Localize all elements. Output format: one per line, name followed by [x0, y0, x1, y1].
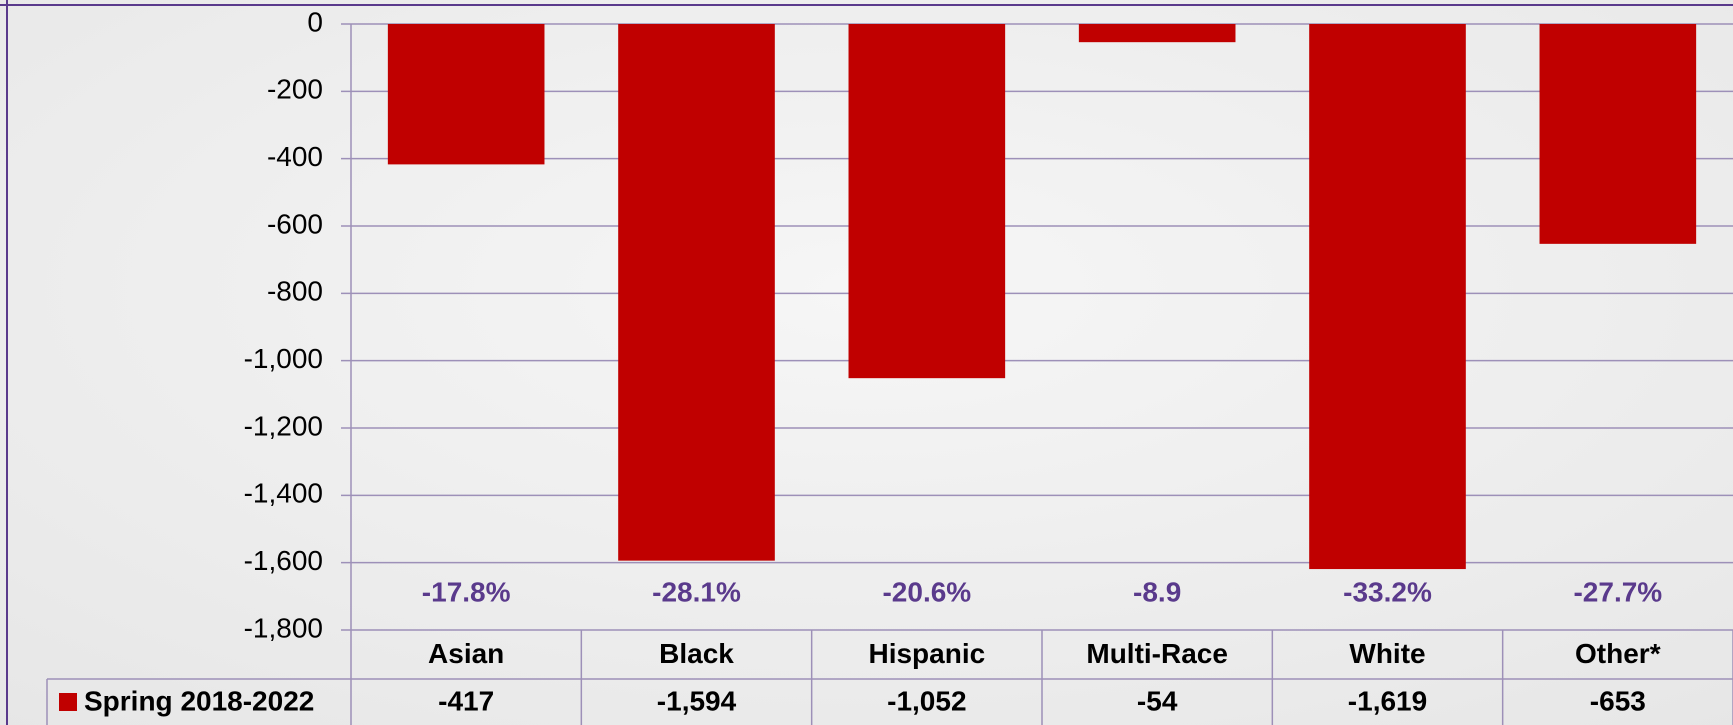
table-value: -1,594 [657, 685, 737, 716]
y-tick-label: -800 [267, 276, 323, 307]
x-tick-label: Multi-Race [1086, 638, 1228, 669]
bar [618, 24, 775, 561]
bar [1078, 24, 1236, 43]
table-value: -1,619 [1348, 685, 1427, 716]
table-value: -653 [1590, 685, 1646, 716]
x-tick-label: Black [659, 638, 734, 669]
y-tick-label: -1,200 [244, 410, 323, 441]
legend-label: Spring 2018-2022 [84, 685, 314, 716]
bar [387, 24, 545, 165]
y-tick-label: -600 [267, 208, 323, 239]
y-tick-label: -1,400 [244, 478, 323, 509]
y-tick-label: 0 [307, 6, 323, 37]
x-tick-label: Other* [1575, 638, 1661, 669]
y-tick-label: -1,800 [244, 612, 323, 643]
x-tick-label: White [1349, 638, 1425, 669]
annotation: -17.8% [422, 576, 511, 607]
annotation: -8.9 [1133, 576, 1181, 607]
y-tick-label: -1,000 [244, 343, 323, 374]
bar [1539, 24, 1697, 244]
annotation: -20.6% [882, 576, 971, 607]
table-value: -54 [1137, 685, 1178, 716]
y-tick-label: -1,600 [244, 545, 323, 576]
annotation: -28.1% [652, 576, 741, 607]
table-value: -417 [438, 685, 494, 716]
annotation: -33.2% [1343, 576, 1432, 607]
x-tick-label: Hispanic [868, 638, 985, 669]
legend-swatch [59, 693, 77, 711]
y-tick-label: -400 [267, 141, 323, 172]
annotation: -27.7% [1573, 576, 1662, 607]
y-tick-label: -200 [267, 74, 323, 105]
bar [848, 24, 1006, 379]
bar [1309, 24, 1466, 570]
table-value: -1,052 [887, 685, 966, 716]
x-tick-label: Asian [428, 638, 504, 669]
